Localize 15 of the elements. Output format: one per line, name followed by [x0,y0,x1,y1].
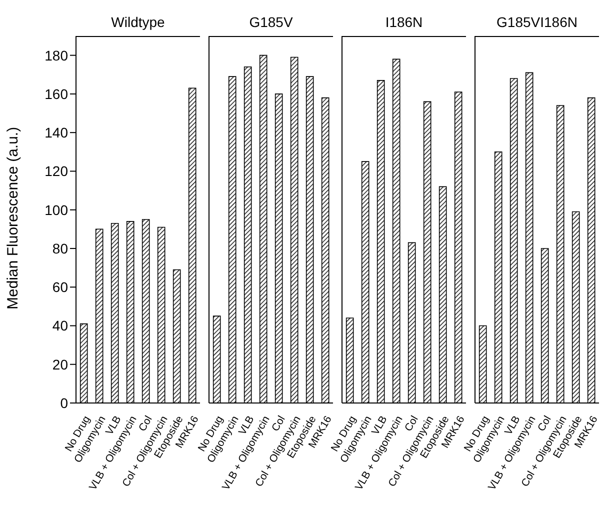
y-tick-label: 100 [44,202,68,218]
y-tick-label: 40 [52,318,68,334]
chart-title: I186N [384,14,424,30]
y-tick-label: 140 [44,124,68,141]
y-tick-label: 0 [60,394,68,411]
chart-title: G185V [248,14,294,30]
y-tick-label: 120 [44,163,68,180]
y-axis-title: Median Fluorescence (a.u.) [4,126,22,310]
y-tick-label: 20 [52,356,68,372]
y-tick-label: 80 [52,240,68,256]
y-tick-label: 60 [52,279,68,296]
y-tick-label: 160 [44,86,68,102]
chart-title: Wildtype [110,14,166,30]
chart-title: G185VI186N [496,14,578,30]
y-tick-label: 180 [44,47,68,64]
